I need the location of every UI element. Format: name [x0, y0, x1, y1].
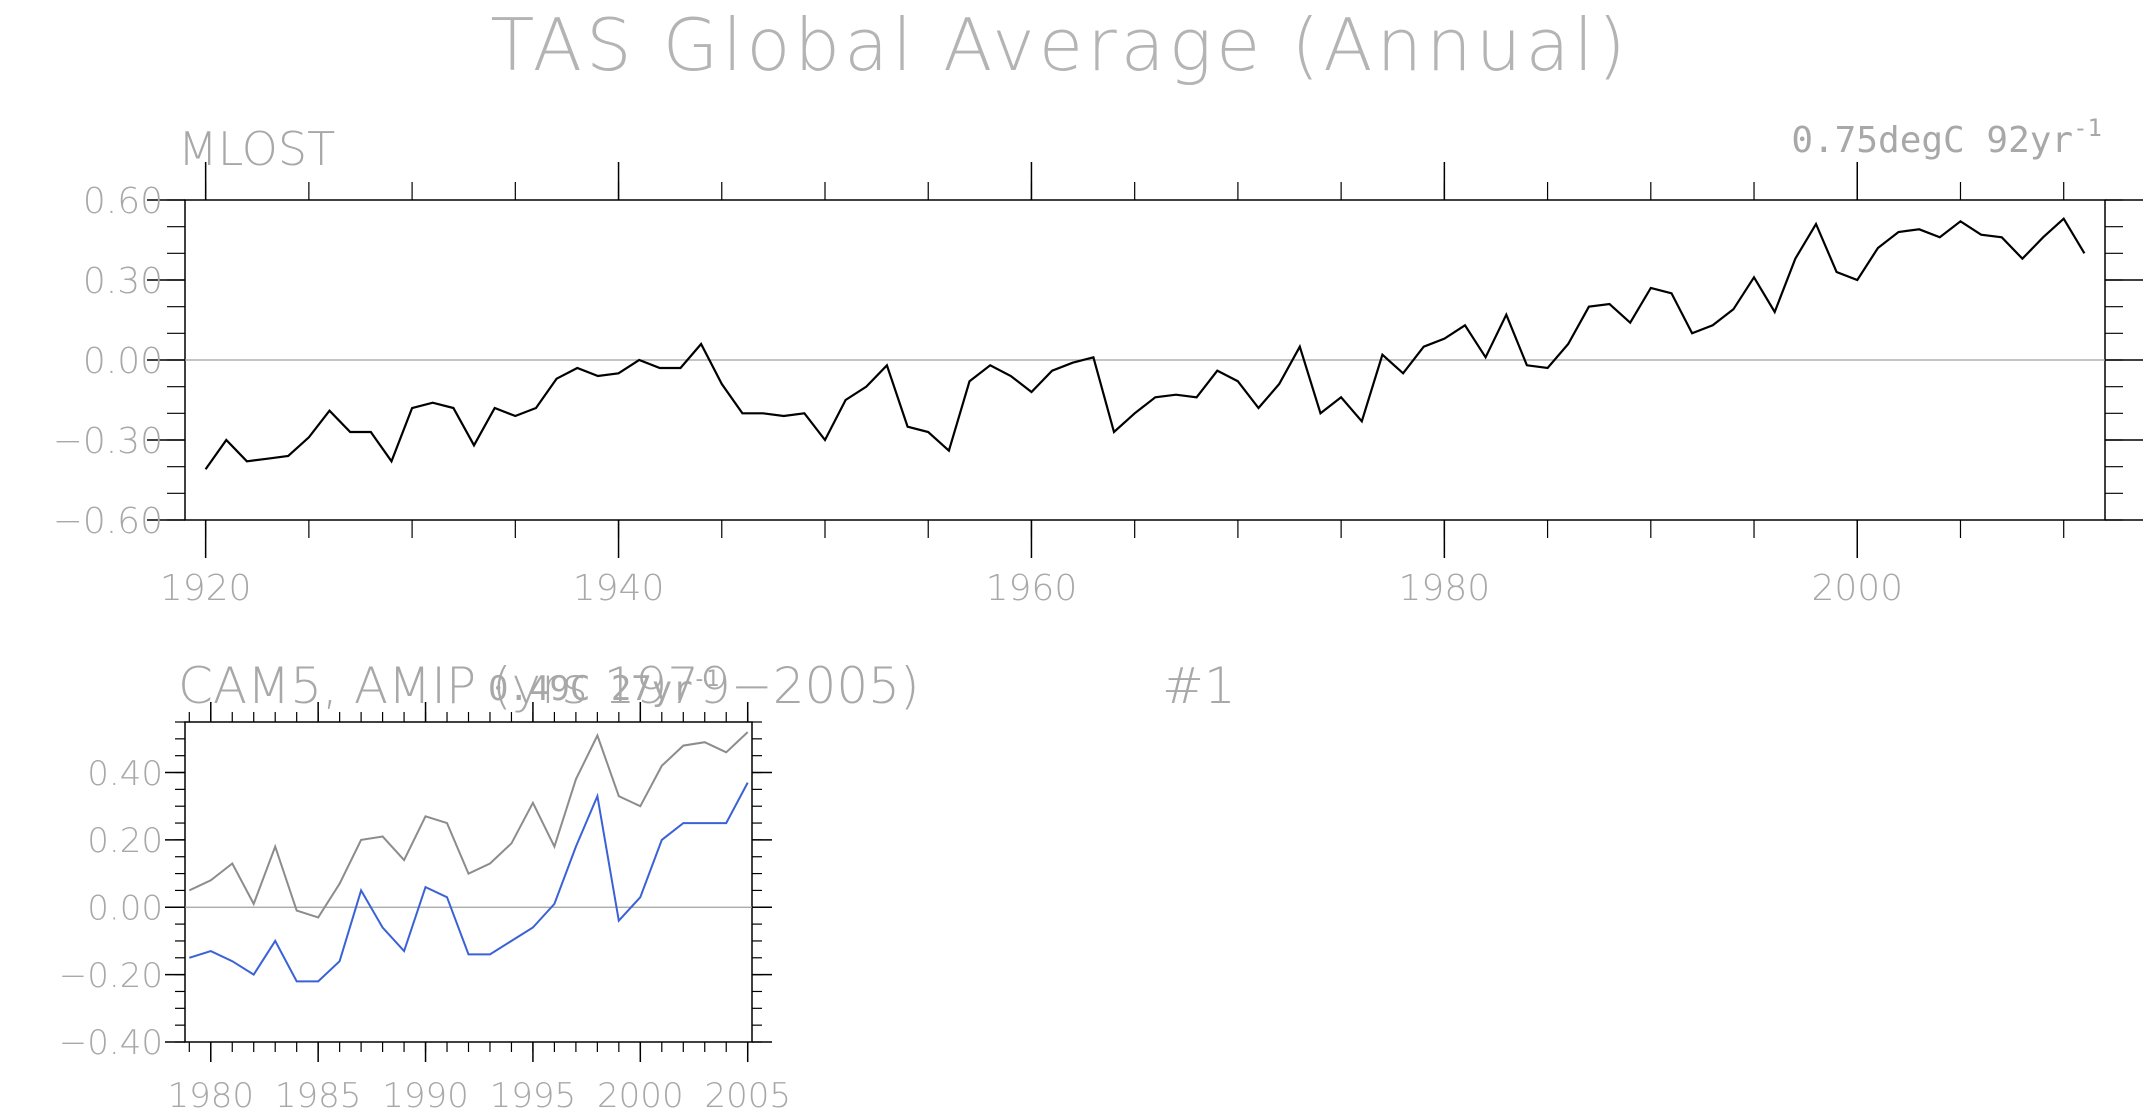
y-tick-label: −0.40 [59, 1023, 163, 1063]
x-tick-label: 1960 [986, 568, 1078, 609]
y-tick-label: 0.20 [87, 821, 163, 861]
panel1-chart: 1920 1940 1960 1980 2000 0.60 0.30 0.00 −0.30 −0.… [53, 162, 2143, 609]
panel1-label: MLOST [178, 122, 335, 176]
x-tick-label: 1990 [382, 1076, 469, 1116]
x-tick-label: 1980 [1399, 568, 1491, 609]
y-tick-label: 0.40 [87, 754, 163, 794]
panel2-trend-exp: -1 [693, 667, 720, 692]
y-tick-label: −0.60 [53, 501, 163, 542]
x-tick-label: 1940 [573, 568, 665, 609]
panel1-trend: 0.75degC 92yr-1 [1791, 114, 2102, 161]
x-tick-label: 2000 [1811, 568, 1903, 609]
series-line-1 [189, 782, 749, 983]
x-tick-label: 2005 [704, 1076, 791, 1116]
y-tick-label: −0.20 [59, 956, 163, 996]
panel2-trend-text: 0.49C 27yr [488, 669, 693, 709]
plot-frame [184, 721, 753, 1043]
panel2-label: CAM5, AMIP (yrs 1979−2005) [178, 657, 919, 715]
y-tick-label: −0.30 [53, 421, 163, 462]
y-tick-label: 0.00 [87, 889, 163, 929]
panel2-chart: 1980 1985 1990 1995 2000 2005 0.40 0.20 0.00 −0.2… [59, 702, 791, 1116]
panel1-trend-text: 0.75degC 92yr [1791, 120, 2073, 161]
y-tick-label: 0.30 [83, 261, 163, 302]
y-tick-label: 0.00 [83, 341, 163, 382]
x-tick-label: 1920 [160, 568, 252, 609]
x-tick-label: 1985 [275, 1076, 362, 1116]
y-tick-label: 0.60 [83, 181, 163, 222]
x-tick-label: 1980 [168, 1076, 255, 1116]
panel2-ensemble-label: #1 [1162, 657, 1236, 715]
x-tick-label: 2000 [597, 1076, 684, 1116]
series-line-0 [204, 216, 2086, 470]
panel2-trend: 0.49C 27yr-1 [488, 667, 719, 709]
panel1-trend-exp: -1 [2073, 114, 2102, 142]
x-tick-label: 1995 [490, 1076, 577, 1116]
figure-title: TAS Global Average (Annual) [490, 3, 1629, 87]
series-line-0 [188, 731, 749, 919]
